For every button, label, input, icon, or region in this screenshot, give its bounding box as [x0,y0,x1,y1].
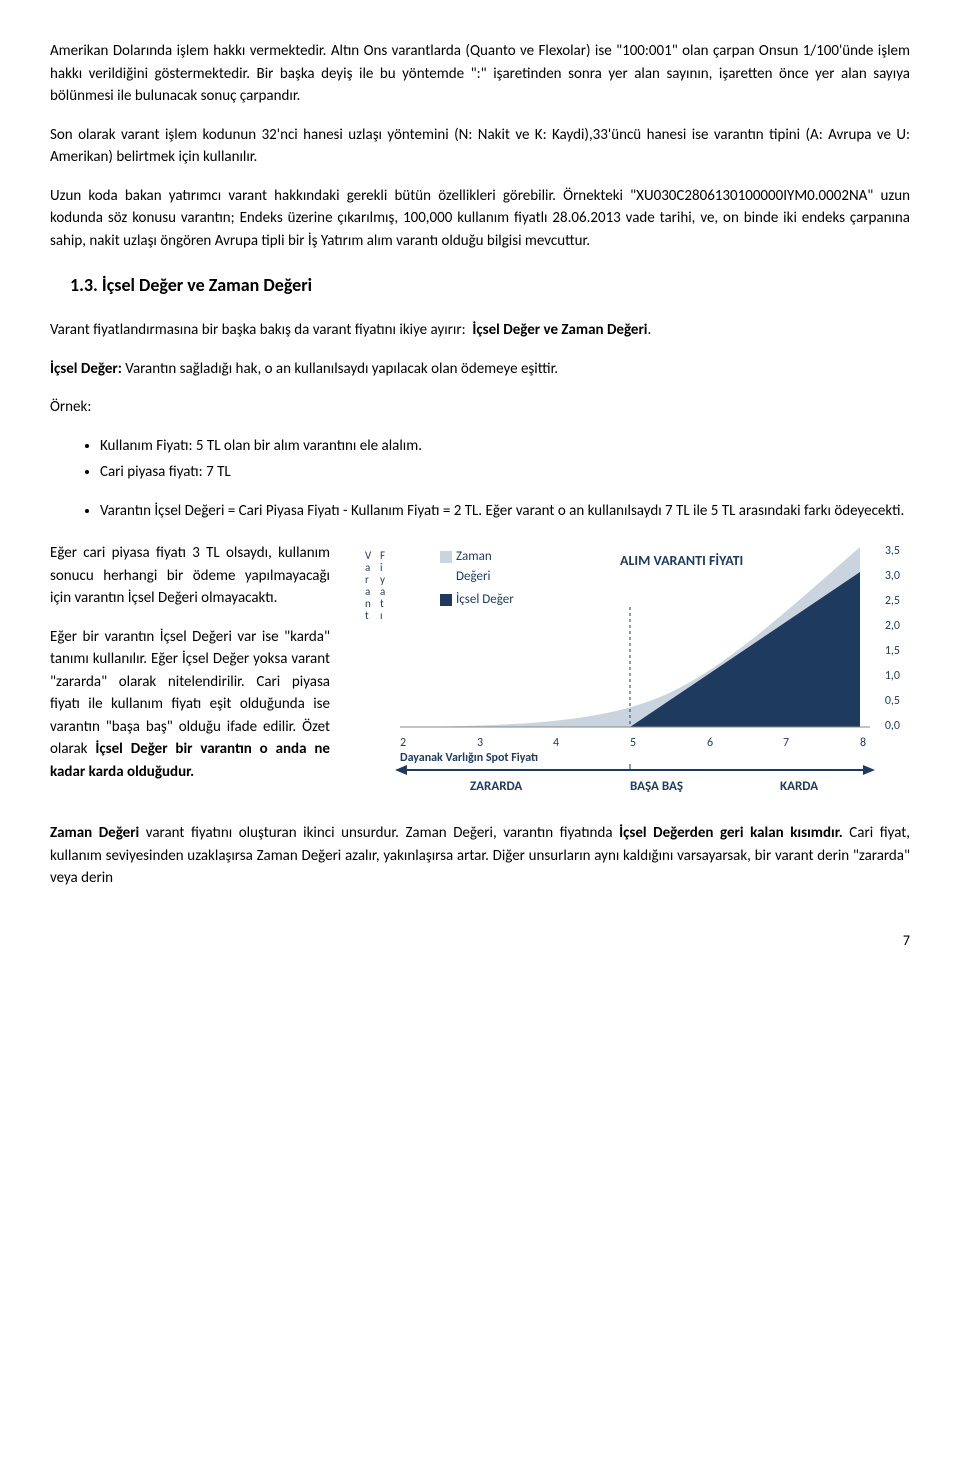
x-tick: 7 [776,734,796,752]
x-tick: 8 [853,734,873,752]
page-number: 7 [50,930,910,951]
chart-svg [400,547,870,732]
section-heading: 1.3. İçsel Değer ve Zaman Değeri [70,272,910,299]
paragraph: İçsel Değer: Varantın sağladığı hak, o a… [50,358,910,381]
bold-text: İçsel Değer ve Zaman Değeri [472,321,647,339]
text: Eğer bir varantın İçsel Değeri var ise "… [50,628,330,759]
region-basabas: BAŞA BAŞ [630,777,683,797]
text: Varantın sağladığı hak, o an kullanılsay… [122,360,558,378]
x-tick: 5 [623,734,643,752]
bullet-list: Kullanım Fiyatı: 5 TL olan bir alım vara… [50,435,910,484]
paragraph: Amerikan Dolarında işlem hakkı vermekted… [50,40,910,108]
y-title-col2: F i y a t ı [380,550,385,623]
paragraph: Eğer cari piyasa fiyatı 3 TL olsaydı, ku… [50,542,330,610]
y-tick: 2,0 [870,617,900,635]
paragraph: Eğer bir varantın İçsel Değeri var ise "… [50,626,330,784]
y-tick: 0,0 [870,717,900,735]
paragraph: Son olarak varant işlem kodunun 32'nci h… [50,124,910,169]
list-item: Varantın İçsel Değeri = Cari Piyasa Fiya… [100,500,910,523]
y-tick: 3,5 [870,542,900,560]
x-tick: 4 [546,734,566,752]
paragraph: Varant fiyatlandırmasına bir başka bakış… [50,319,910,342]
y-tick: 3,0 [870,567,900,585]
list-item: Cari piyasa fiyatı: 7 TL [100,461,910,484]
y-tick: 1,5 [870,642,900,660]
y-tick: 2,5 [870,592,900,610]
bold-label: İçsel Değer: [50,360,122,378]
bullet-list: Varantın İçsel Değeri = Cari Piyasa Fiya… [50,500,910,523]
y-tick: 1,0 [870,667,900,685]
icsel-area [630,572,860,727]
y-tick: 0,5 [870,692,900,710]
warrant-price-chart: V a r a n t F i y a t ı Zaman Değeri İçs… [360,542,900,802]
list-item: Kullanım Fiyatı: 5 TL olan bir alım vara… [100,435,910,458]
paragraph: Zaman Değeri varant fiyatını oluşturan i… [50,822,910,890]
text: varant fiyatını oluşturan ikinci unsurdu… [139,824,619,842]
x-tick: 6 [700,734,720,752]
y-title-col1: V a r a n t [365,550,371,623]
region-karda: KARDA [780,777,818,797]
bold-text: Zaman Değeri [50,824,139,842]
label-ornek: Örnek: [50,396,910,419]
paragraph: Uzun koda bakan yatırımcı varant hakkınd… [50,185,910,253]
region-zararda: ZARARDA [470,777,522,797]
bold-text: İçsel Değerden geri kalan kısımdır. [619,824,843,842]
